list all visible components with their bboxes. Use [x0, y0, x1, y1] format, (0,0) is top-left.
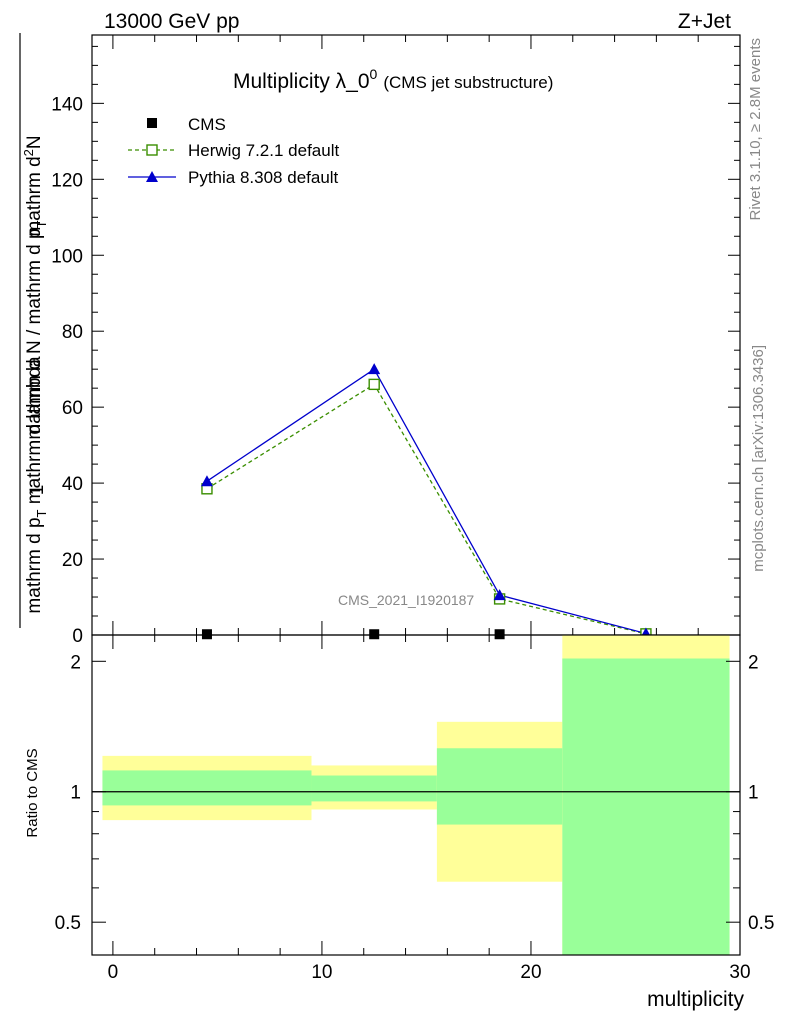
ratio-panel: 0.5 0.51 12 20 10 20 30 Ratio to CMS multiplic…	[24, 634, 775, 1011]
main-y-tick-label: 100	[51, 246, 83, 267]
main-y-tick-label: 80	[62, 322, 83, 343]
legend-marker-cms	[147, 118, 157, 128]
x-tick-label: 30	[729, 962, 750, 983]
y-label-denominator: mathrm d N / mathrm d pT	[24, 220, 49, 439]
ratio-y-tick-label-right: 2	[748, 652, 759, 673]
main-y-tick-label: 20	[62, 550, 83, 571]
ratio-y-tick-label-right: 1	[748, 783, 759, 804]
main-title: Multiplicity λ_00 (CMS jet substructure)	[233, 66, 553, 93]
legend: CMS Herwig 7.2.1 default Pythia 8.308 de…	[128, 115, 339, 187]
ratio-y-tick-label: 1	[70, 783, 81, 804]
x-tick-label: 0	[108, 962, 119, 983]
legend-label-pythia: Pythia 8.308 default	[188, 168, 339, 187]
legend-marker-pythia	[146, 171, 158, 182]
cms-point	[201, 629, 212, 640]
ratio-band-inner	[311, 775, 437, 802]
main-y-tick-label: 40	[62, 474, 83, 495]
main-y-tick-label: 120	[51, 170, 83, 191]
header-left: 13000 GeV pp	[104, 10, 239, 33]
series-line	[206, 383, 647, 635]
ratio-y-tick-label-right: 0.5	[748, 913, 774, 934]
x-axis-label: multiplicity	[647, 988, 744, 1011]
y-label-prefix: 1	[27, 485, 48, 496]
pythia-point	[200, 475, 213, 487]
ratio-y-label: Ratio to CMS	[24, 748, 41, 837]
analysis-watermark: CMS_2021_I1920187	[338, 592, 474, 608]
herwig-point	[368, 378, 380, 391]
ratio-y-tick-label: 0.5	[55, 913, 81, 934]
main-y-tick-label: 60	[62, 398, 83, 419]
y-label-numerator: mathrm d2N	[21, 135, 45, 236]
pythia-point	[368, 363, 381, 375]
source-label: mcplots.cern.ch [arXiv:1306.3436]	[750, 345, 767, 572]
legend-label-herwig: Herwig 7.2.1 default	[188, 141, 339, 160]
cms-point	[369, 629, 380, 640]
legend-marker-herwig	[146, 144, 158, 156]
ratio-band-inner	[436, 748, 563, 825]
ratio-frame	[91, 634, 741, 956]
ratio-y-tick-label: 2	[70, 652, 81, 673]
ratio-band-inner	[562, 658, 730, 955]
ratio-ticks: 0.5 0.51 12 20 10 20 30	[55, 652, 775, 983]
main-y-tick-label: 0	[72, 626, 83, 647]
cms-point	[494, 629, 505, 640]
x-tick-label: 10	[311, 962, 332, 983]
main-y-tick-label: 140	[51, 94, 83, 115]
header-right: Z+Jet	[678, 10, 731, 33]
pythia-point	[493, 589, 506, 601]
main-panel: 0 20 40 60 80 100 120 140 Multiplicity λ_00 (CMS…	[51, 34, 741, 955]
x-tick-label: 20	[520, 962, 541, 983]
ratio-bands	[92, 635, 740, 955]
main-series	[200, 363, 652, 640]
ratio-band-inner	[102, 770, 312, 806]
series-line	[206, 368, 647, 635]
y-label-numerator-bottom: mathrm d pT mathrm d lambda	[24, 356, 49, 614]
legend-label-cms: CMS	[188, 115, 226, 134]
main-y-axis-label: 1 mathrm d2N mathrm d pT mathrm d lambda…	[19, 33, 49, 628]
events-label: Rivet 3.1.10, ≥ 2.8M events	[747, 38, 764, 221]
